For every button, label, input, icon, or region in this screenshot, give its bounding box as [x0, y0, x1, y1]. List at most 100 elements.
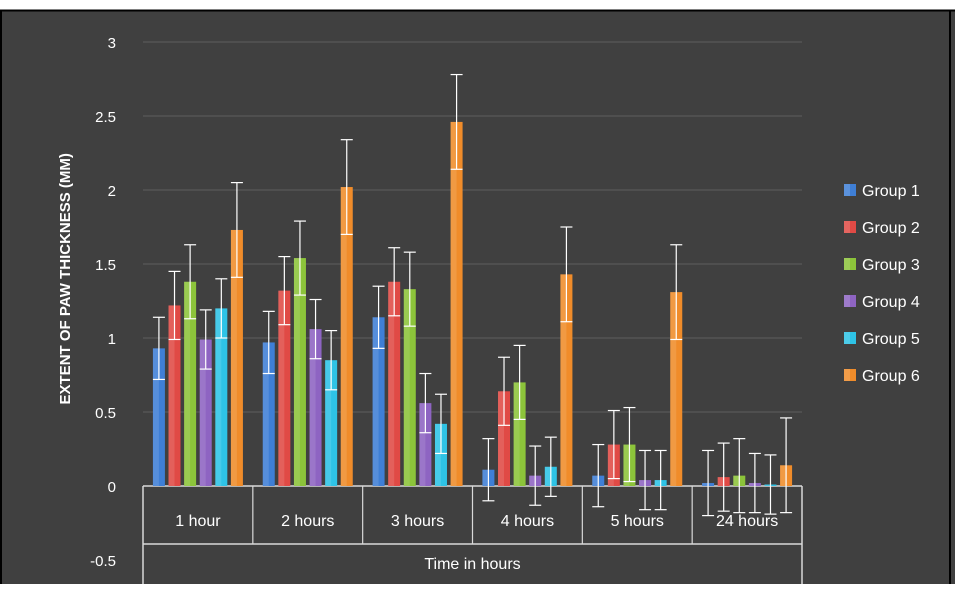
bar-highlight: [544, 466, 551, 486]
bar: [340, 187, 353, 487]
y-tick-label: 1: [108, 331, 116, 348]
bar: [262, 342, 275, 486]
bar-highlight: [184, 281, 191, 486]
bar: [168, 305, 181, 486]
bar: [434, 423, 447, 486]
bar-highlight: [262, 342, 269, 486]
bar: [199, 339, 212, 486]
x-tick-label: 5 hours: [611, 513, 664, 530]
bar-highlight: [623, 444, 630, 486]
legend-swatch-highlight: [844, 369, 850, 381]
bar-highlight: [199, 339, 206, 486]
bar: [560, 274, 573, 486]
gridlines: [143, 41, 802, 413]
bar: [184, 281, 197, 486]
x-axis-tick-labels: 1 hour 2 hours 3 hours 4 hours 5 hours 24 hou…: [175, 513, 778, 530]
legend-swatch: [844, 332, 856, 344]
legend-label: Group 4: [862, 294, 920, 311]
legend-label: Group 2: [862, 220, 920, 237]
bar-highlight: [748, 483, 755, 486]
bar: [670, 292, 683, 486]
bar-highlight: [513, 382, 520, 486]
x-tick-label: 3 hours: [391, 513, 444, 530]
legend-swatch: [844, 295, 856, 307]
legend-swatch-highlight: [844, 295, 850, 307]
y-axis-tick-labels: 3 2.5 2 1.5 1 0.5 0 -0.5: [90, 35, 116, 570]
bar: [403, 289, 416, 486]
bar: [278, 290, 291, 486]
bar-highlight: [482, 469, 489, 486]
bar: [450, 121, 463, 487]
bar: [513, 382, 526, 486]
bar-highlight: [560, 274, 567, 486]
x-tick-label: 2 hours: [281, 513, 334, 530]
bar: [388, 281, 401, 486]
bar-highlight: [293, 258, 300, 486]
bar-highlight: [403, 289, 410, 486]
bar-highlight: [419, 403, 426, 486]
chart-background: [0, 10, 955, 584]
y-tick-label: 1.5: [95, 257, 116, 274]
legend-label: Group 1: [862, 183, 920, 200]
legend-label: Group 3: [862, 257, 920, 274]
bar-highlight: [733, 475, 740, 486]
x-tick-label: 4 hours: [501, 513, 554, 530]
x-tick-label: 1 hour: [175, 513, 221, 530]
legend-swatch: [844, 184, 856, 196]
bar-highlight: [388, 281, 395, 486]
y-tick-label: 0.5: [95, 405, 116, 422]
y-tick-label: 0: [108, 479, 116, 496]
bar-highlight: [278, 290, 285, 486]
legend-swatch: [844, 221, 856, 233]
legend-swatch-highlight: [844, 332, 850, 344]
legend-swatch-highlight: [844, 258, 850, 270]
y-tick-label: 3: [108, 35, 116, 52]
legend: Group 1 Group 2 Group 3 Group 4 Group 5 Group…: [844, 183, 920, 385]
bar-highlight: [654, 480, 661, 486]
y-tick-label: -0.5: [90, 553, 116, 570]
bar-highlight: [529, 475, 536, 486]
bar-highlight: [592, 475, 599, 486]
error-bars: [152, 73, 793, 517]
bar-highlight: [372, 317, 379, 486]
bar-highlight: [498, 391, 505, 486]
bar-highlight: [340, 187, 347, 487]
x-axis-title: Time in hours: [424, 556, 520, 573]
y-tick-label: 2: [108, 183, 116, 200]
category-axis-box: [142, 485, 803, 584]
bar-highlight: [434, 423, 441, 486]
bar-highlight: [230, 229, 237, 486]
bar: [230, 229, 243, 486]
bar-highlight: [639, 480, 646, 486]
bar-highlight: [780, 465, 787, 486]
bar: [372, 317, 385, 486]
bar: [152, 348, 165, 486]
bar-highlight: [717, 477, 724, 486]
bar-highlight: [450, 121, 457, 487]
legend-swatch: [844, 369, 856, 381]
bar-highlight: [168, 305, 175, 486]
bar-highlight: [702, 483, 709, 486]
legend-swatch: [844, 258, 856, 270]
bar: [293, 258, 306, 486]
legend-swatch-highlight: [844, 221, 850, 233]
bar-highlight: [607, 444, 614, 486]
y-tick-label: 2.5: [95, 109, 116, 126]
y-axis-title: EXTENT OF PAW THICKNESS (MM): [57, 153, 74, 404]
bar-highlight: [764, 484, 771, 486]
legend-swatch-highlight: [844, 184, 850, 196]
bars: [152, 121, 793, 487]
bar: [419, 403, 432, 486]
bar: [498, 391, 511, 486]
bar: [215, 308, 228, 486]
bar: [325, 360, 338, 486]
bar-highlight: [215, 308, 222, 486]
legend-label: Group 6: [862, 368, 920, 385]
bar-highlight: [670, 292, 677, 486]
x-tick-label: 24 hours: [716, 513, 778, 530]
bar: [309, 329, 322, 486]
legend-label: Group 5: [862, 331, 920, 348]
bar-highlight: [309, 329, 316, 486]
